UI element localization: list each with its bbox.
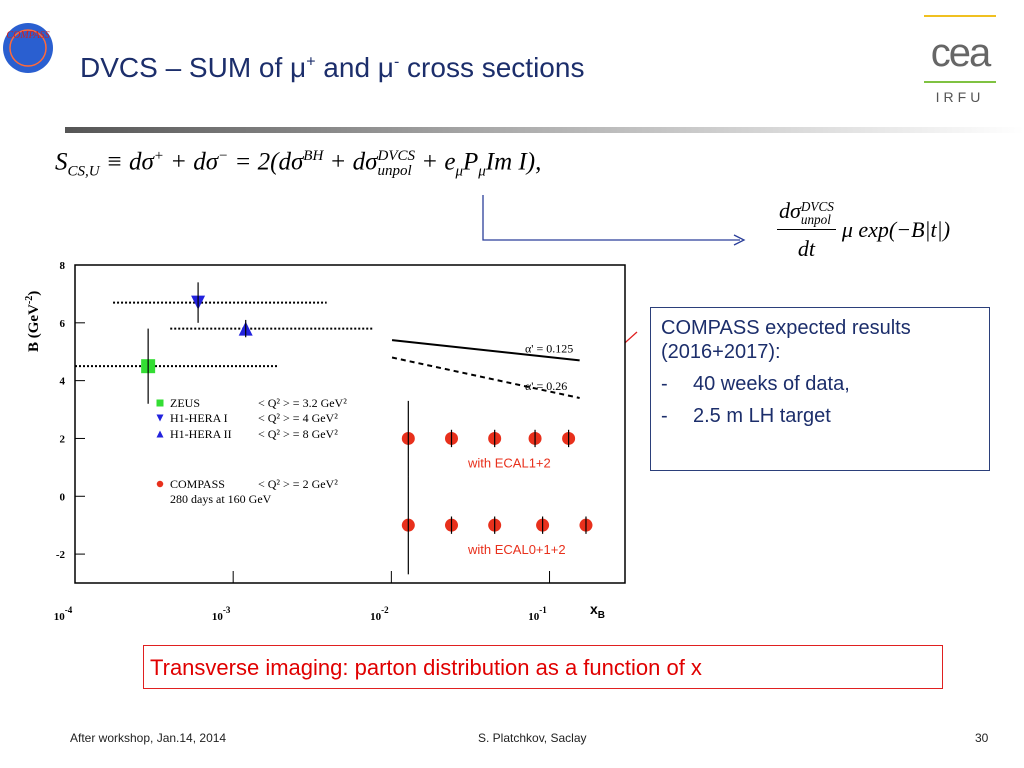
legend-condition: < Q² > = 3.2 GeV² [258,396,347,410]
bullet-marker: - [661,405,668,427]
group-label: with ECAL1+2 [467,455,551,470]
trend-label: α' = 0.125 [525,341,573,355]
formula-term: Im I), [485,148,542,176]
compass-logo-text: COMPASS [6,30,49,41]
legend-note: 280 days at 160 GeV [170,492,272,506]
footer-left: After workshop, Jan.14, 2014 [70,731,227,745]
info-heading: COMPASS expected results (2016+2017): [661,317,911,363]
bullet: - 40 weeks of data, [661,372,979,396]
formula-term: dσ [779,198,801,223]
y-tick-label: -2 [56,549,66,561]
x-tick-exponent: -1 [539,605,547,615]
cea-logo: cea [931,31,992,75]
legend-condition: < Q² > = 4 GeV² [258,411,338,425]
trend-line [391,356,580,399]
legend-label: ZEUS [170,396,200,410]
legend-label: H1-HERA I [170,411,228,425]
x-tick-label: 10-1 [528,605,547,623]
y-tick-label: 2 [60,433,66,445]
slope-formula: dσ DVCS unpol dt μ exp(−B|t|) [777,198,950,262]
bullet-text: 40 weeks of data, [693,373,850,395]
formula-term: + dσ [323,148,378,176]
x-tick-label: 10-2 [370,605,389,623]
legend-label: H1-HERA II [170,427,232,441]
info-box: COMPASS expected results (2016+2017): - 4… [650,307,990,471]
formula-term: ≡ dσ [99,148,154,176]
y-axis-label-end: ) [26,291,42,296]
y-tick-label: 8 [60,260,66,272]
numerator: dσ DVCS unpol [777,198,836,231]
formula-sub: unpol [377,162,412,179]
title-sup: - [393,53,400,71]
x-axis-label-sub: B [598,610,605,621]
trend-line [391,339,580,362]
y-axis-label: B (GeV-2) [24,291,42,352]
legend-marker [156,399,164,407]
formula-sub: μ [455,163,463,180]
title-text: DVCS – SUM of μ [80,52,307,83]
y-tick-label: 0 [60,491,66,503]
legend-condition: < Q² > = 2 GeV² [258,477,338,491]
formula-scripts: DVCS unpol [377,147,415,179]
legend-label: COMPASS [170,477,225,491]
group-label: with ECAL0+1+2 [467,542,566,557]
formula: SCS,U ≡ dσ+ + dσ− = 2(dσBH + dσ DVCS unpol… [55,148,541,180]
formula-term: + dσ [163,148,219,176]
y-tick-label: 4 [60,376,66,388]
title-text: and μ [315,52,394,83]
formula-sup: − [218,148,229,164]
bullet: - 2.5 m LH target [661,404,979,428]
formula-term: + e [414,148,456,176]
bullet-text: 2.5 m LH target [693,405,831,427]
title-text: cross sections [399,52,585,83]
arrow-head [733,234,746,246]
x-tick-label: 10-3 [212,605,231,623]
formula-sub: CS,U [67,163,100,180]
formula-term: P [462,148,479,176]
highlight-box: Transverse imaging: parton distribution … [143,645,943,689]
legend-marker [156,430,164,438]
irfu-logo: IRFU [936,89,985,105]
fraction: dσ DVCS unpol dt [777,198,836,262]
x-tick-exponent: -4 [65,605,73,615]
formula-sub: unpol [800,211,831,227]
formula-rest: μ exp(−B|t|) [841,217,951,243]
page-number: 30 [975,731,989,745]
connector-arrow [482,195,740,241]
slide-title: DVCS – SUM of μ+ and μ- cross sections [80,52,584,84]
x-axis-label: xB [590,601,605,621]
formula-sub: μ [478,163,486,180]
x-tick-label: 10-4 [54,605,73,623]
trend-label: α' = 0.26 [525,379,567,393]
formula-sup: DVCS [377,147,415,164]
x-tick-exponent: -3 [223,605,231,615]
formula-sup: DVCS [800,198,834,214]
compass-logo-ring [9,29,47,67]
title-sup: + [306,53,316,71]
formula-term: S [55,148,68,176]
formula-scripts: DVCS unpol [800,198,834,227]
y-tick-label: 6 [60,318,66,330]
bullet-marker: - [661,373,668,395]
legend-marker [156,480,164,488]
formula-term: = 2(dσ [228,148,304,176]
formula-sup: BH [303,148,324,164]
plot-frame [74,264,626,584]
denominator: dt [797,236,815,262]
legend-condition: < Q² > = 8 GeV² [258,427,338,441]
title-rule [65,127,1024,133]
y-axis-label-sup: -2 [24,296,35,304]
footer-center: S. Platchkov, Saclay [478,731,587,745]
x-tick-exponent: -2 [381,605,389,615]
legend-marker [156,414,164,422]
formula-sup: + [153,148,164,164]
